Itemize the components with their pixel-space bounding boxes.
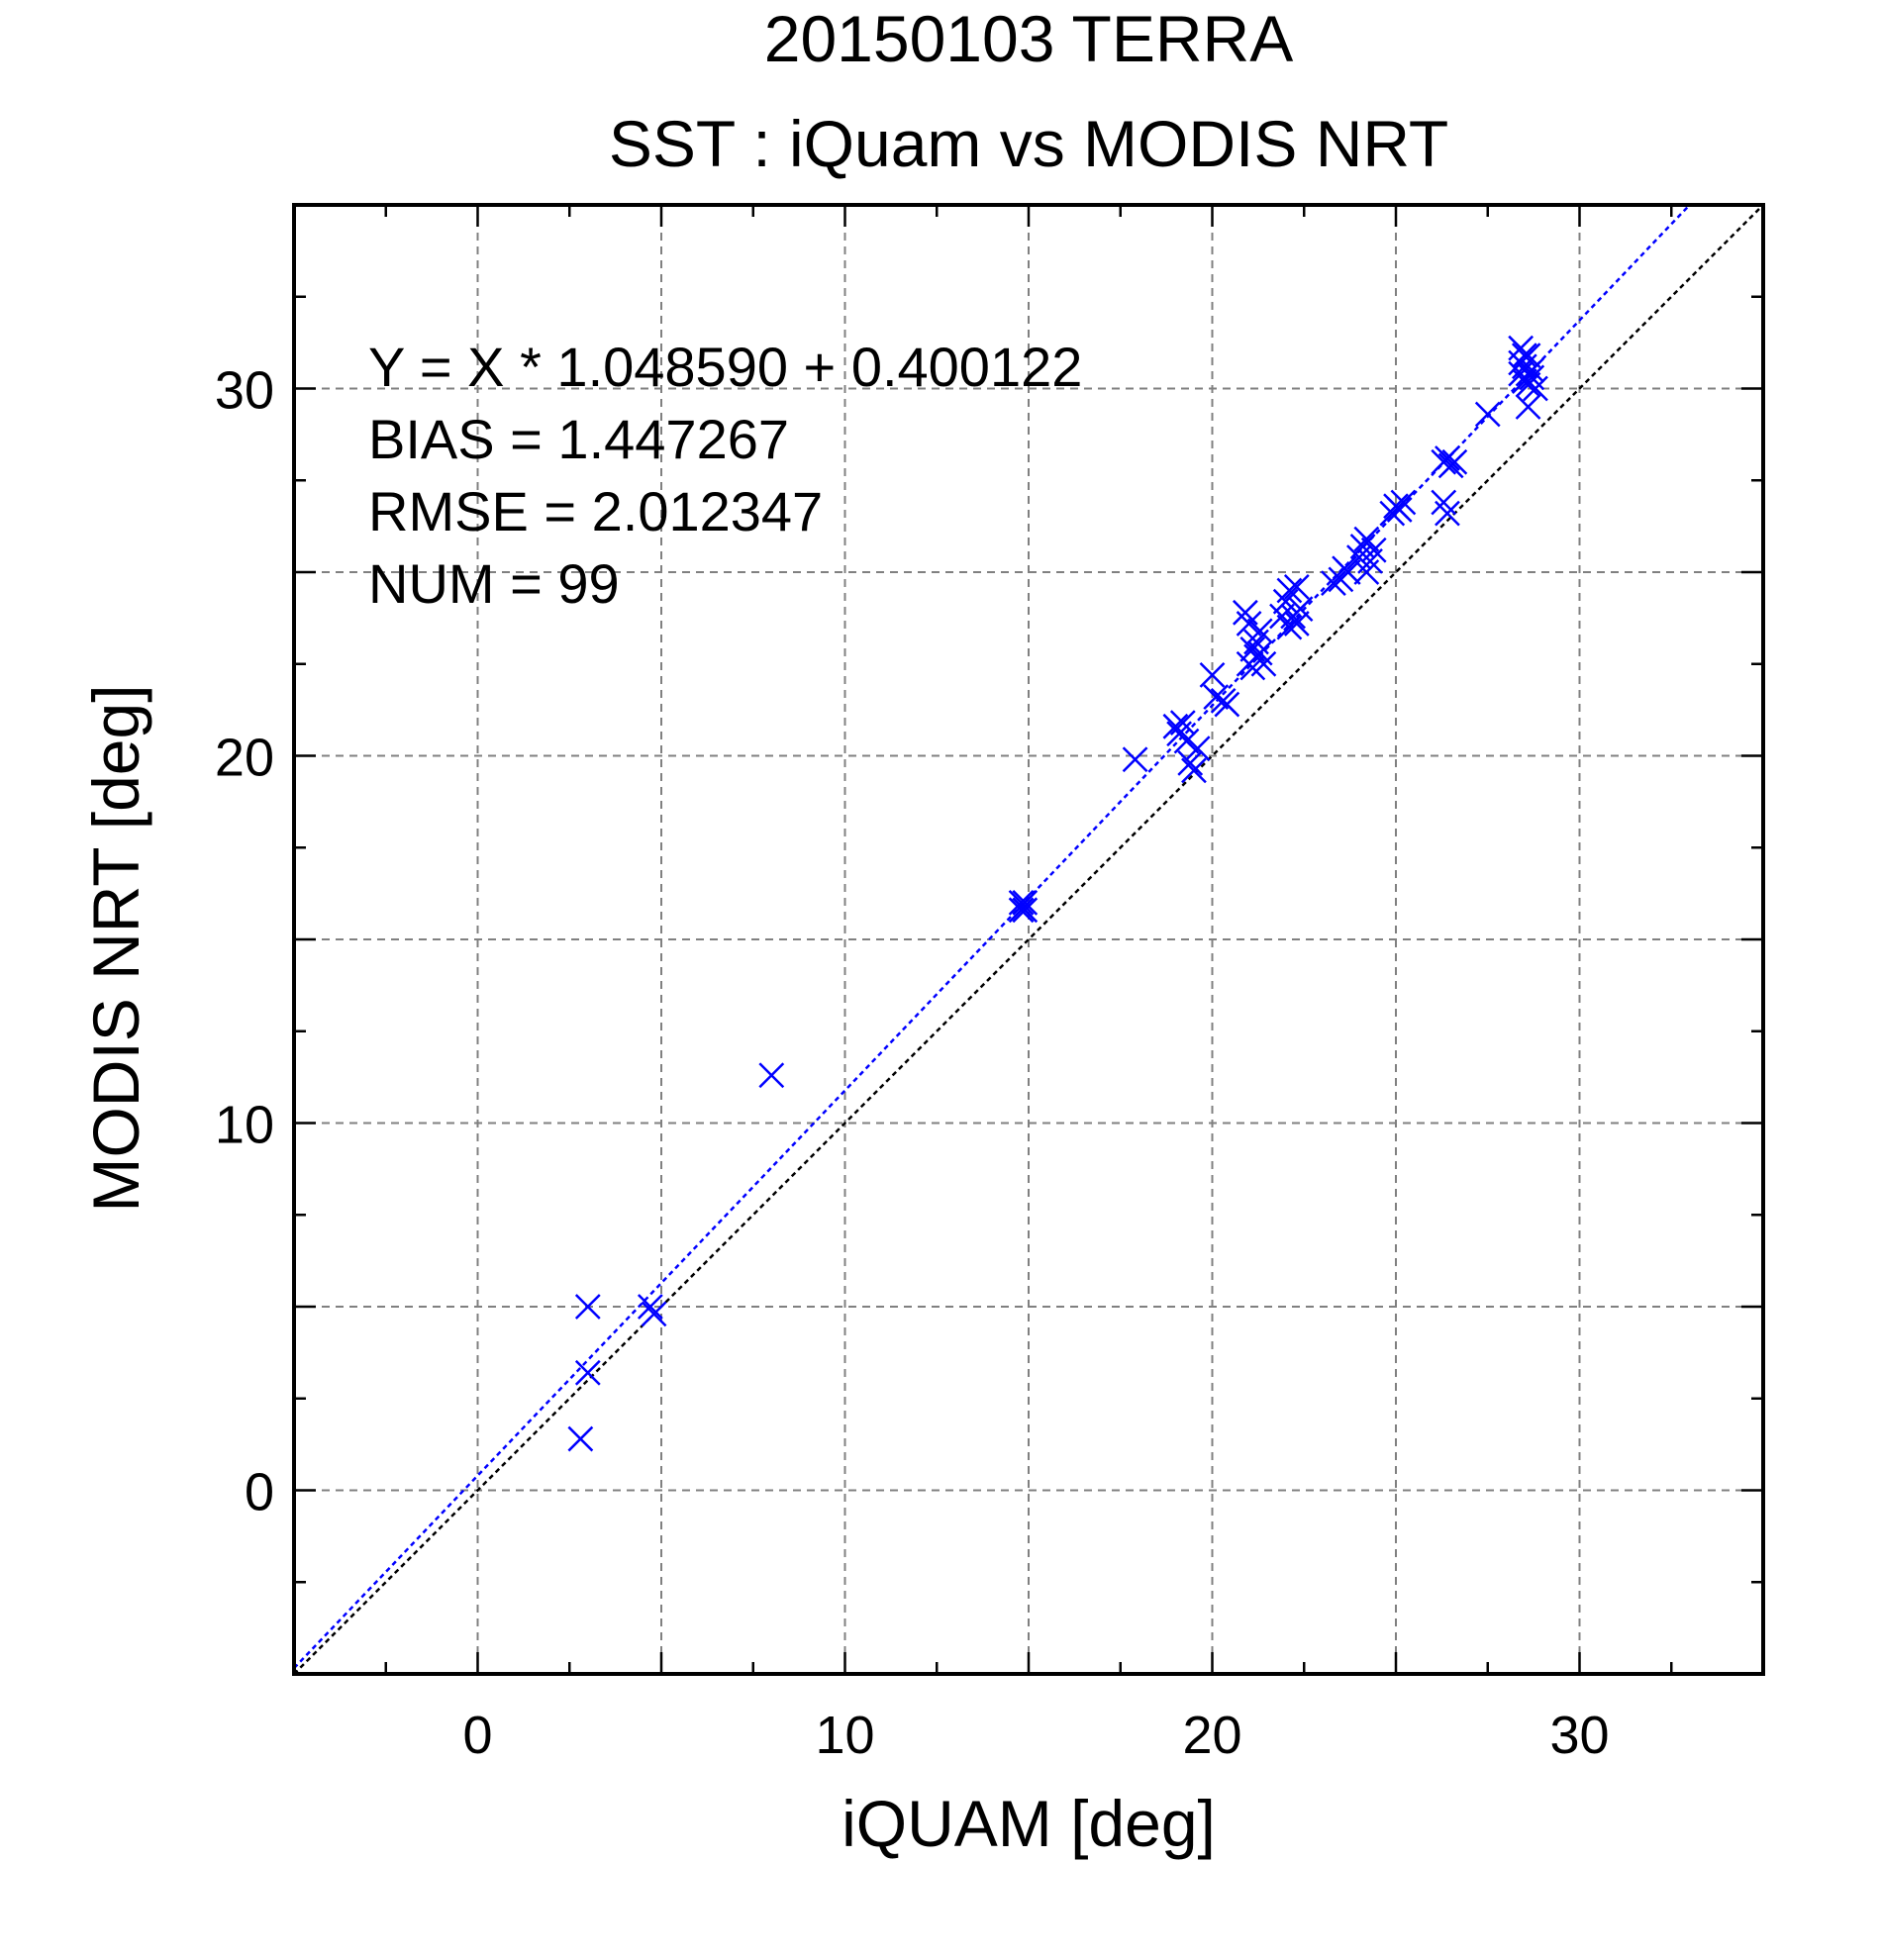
data-point — [1239, 637, 1266, 662]
data-point — [1283, 611, 1310, 637]
data-point — [1353, 526, 1380, 552]
stats-line: NUM = 99 — [368, 552, 620, 615]
data-point — [1199, 661, 1226, 688]
data-point — [1435, 500, 1460, 527]
data-point — [1243, 643, 1269, 670]
y-axis-label: MODIS NRT [deg] — [79, 684, 152, 1212]
data-point — [1515, 394, 1541, 420]
data-point — [1184, 735, 1211, 761]
data-point — [574, 1294, 601, 1320]
data-point — [1008, 897, 1035, 924]
data-point — [567, 1425, 594, 1452]
data-point — [1360, 537, 1387, 563]
y-tick-label: 0 — [245, 1463, 274, 1522]
data-point — [641, 1301, 667, 1327]
data-point — [1386, 497, 1413, 523]
stats-line: RMSE = 2.012347 — [368, 480, 823, 542]
data-point — [1173, 728, 1200, 754]
x-tick-label: 10 — [815, 1706, 874, 1765]
data-point — [1122, 746, 1148, 773]
chart-title: SST : iQuam vs MODIS NRT — [609, 107, 1448, 180]
axis-ticks: 0 10 20 30 0 10 20 30 — [215, 203, 1765, 1765]
grid-lines — [294, 205, 1763, 1674]
y-tick-label: 10 — [215, 1096, 274, 1155]
data-point — [1435, 445, 1460, 471]
data-point — [637, 1294, 663, 1320]
stats-line: BIAS = 1.447267 — [368, 408, 789, 470]
data-point — [1012, 890, 1039, 916]
stats-line: Y = X * 1.048590 + 0.400122 — [368, 336, 1082, 398]
data-point — [1390, 489, 1417, 516]
data-point — [1353, 559, 1380, 585]
stats-annotation: Y = X * 1.048590 + 0.400122 BIAS = 1.4472… — [368, 336, 1082, 615]
date-title: 20150103 TERRA — [764, 2, 1293, 75]
data-point — [1177, 750, 1204, 776]
identity-line — [293, 204, 1764, 1675]
data-point — [1321, 570, 1346, 597]
data-point — [1214, 691, 1240, 718]
data-point — [1474, 401, 1501, 428]
data-point — [1441, 448, 1468, 475]
x-tick-label: 0 — [462, 1706, 492, 1765]
data-point — [1515, 371, 1541, 398]
data-point — [1269, 603, 1295, 630]
data-point — [1335, 559, 1361, 585]
data-point — [1246, 618, 1273, 644]
data-point — [1008, 890, 1035, 916]
x-tick-label: 30 — [1549, 1706, 1609, 1765]
data-point — [1012, 897, 1039, 924]
data-point — [1162, 713, 1189, 739]
data-point — [1287, 596, 1314, 622]
data-point — [1515, 343, 1541, 368]
data-point — [1203, 684, 1230, 711]
data-point — [1276, 577, 1303, 604]
data-points — [567, 335, 1548, 1452]
data-point — [1181, 757, 1207, 784]
data-point — [1276, 614, 1303, 640]
x-tick-label: 20 — [1182, 1706, 1241, 1765]
y-tick-label: 30 — [215, 361, 274, 421]
data-point — [758, 1062, 785, 1089]
data-point — [574, 1359, 601, 1386]
data-point — [1283, 573, 1310, 600]
data-point — [1236, 611, 1262, 637]
x-axis-label: iQUAM [deg] — [842, 1787, 1216, 1860]
data-point — [1523, 375, 1548, 402]
y-tick-label: 20 — [215, 729, 274, 788]
